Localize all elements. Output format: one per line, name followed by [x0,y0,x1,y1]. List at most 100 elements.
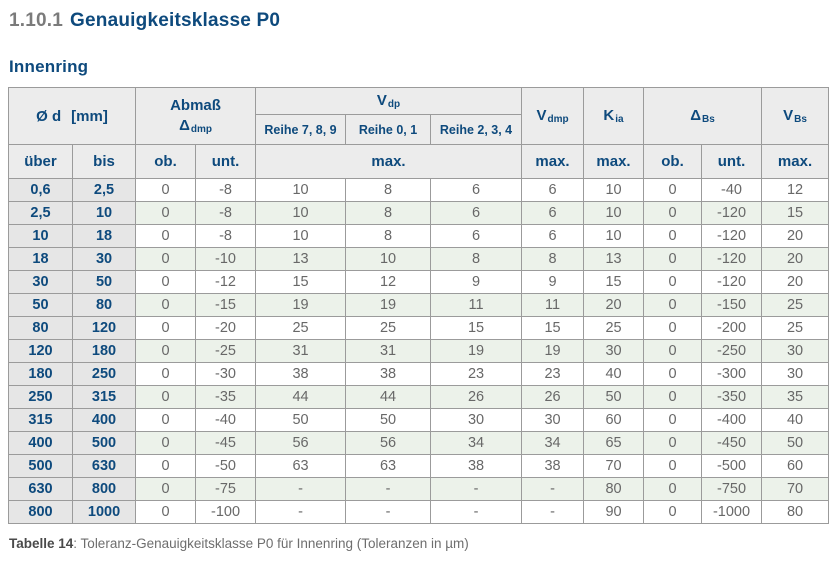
tolerance-value-cell: 10 [255,178,347,202]
tolerance-value-cell: -8 [195,224,257,248]
diameter-range-cell: 18 [8,247,73,271]
tolerance-value-cell: 20 [761,270,830,294]
tolerance-value-cell: 30 [430,408,523,432]
section-number: 1.10.1 [9,10,64,31]
table-caption: Tabelle 14: Toleranz-Genauigkeitsklasse … [9,536,828,551]
caption-text: : Toleranz-Genauigkeitsklasse P0 für Inn… [73,536,469,551]
tolerance-value-cell: 30 [583,339,645,363]
tolerance-value-cell: 30 [761,362,830,386]
tolerance-value-cell: 0 [643,385,703,409]
tolerance-value-cell: 60 [583,408,645,432]
abmass-symbol: Δdmp [179,116,212,135]
tolerance-value-cell: 23 [430,362,523,386]
diameter-range-cell: 30 [71,247,137,271]
tolerance-value-cell: 0 [135,178,197,202]
table-row: 180 250 0 -30 38 38 23 23 40 0 -300 30 [8,362,830,386]
tolerance-value-cell: 38 [430,454,523,478]
tolerance-value-cell: 0 [643,362,703,386]
col-header-reihe-234: Reihe 2, 3, 4 [430,114,523,145]
tolerance-value-cell: - [430,500,523,524]
tolerance-value-cell: 56 [255,431,347,455]
tolerance-value-cell: 0 [135,339,197,363]
diameter-range-cell: 30 [8,270,73,294]
subheader-max-vbs: max. [761,144,830,179]
tolerance-value-cell: 11 [430,293,523,317]
caption-label: Tabelle 14 [9,536,74,551]
diameter-range-cell: 80 [8,316,73,340]
tolerance-value-cell: -40 [195,408,257,432]
tolerance-value-cell: -100 [195,500,257,524]
tolerance-value-cell: 0 [135,247,197,271]
tolerance-value-cell: 13 [255,247,347,271]
tolerance-value-cell: -150 [701,293,763,317]
diameter-symbol: Ø d [36,107,62,125]
diameter-range-cell: 1000 [71,500,137,524]
diameter-range-cell: 400 [8,431,73,455]
tolerance-value-cell: - [255,477,347,501]
tolerance-value-cell: - [430,477,523,501]
tolerance-value-cell: 0 [643,316,703,340]
tolerance-value-cell: 90 [583,500,645,524]
diameter-range-cell: 120 [8,339,73,363]
tolerance-value-cell: 9 [430,270,523,294]
table-row: 18 30 0 -10 13 10 8 8 13 0 -120 20 [8,247,830,271]
diameter-range-cell: 10 [8,224,73,248]
tolerance-table: Ø d [mm] Abmaß Δdmp Vdp Vdmp Kia ΔBs [7,87,830,524]
diameter-range-cell: 315 [8,408,73,432]
tolerance-value-cell: 0 [643,224,703,248]
tolerance-value-cell: -1000 [701,500,763,524]
diameter-range-cell: 630 [8,477,73,501]
tolerance-value-cell: 0 [135,431,197,455]
tolerance-value-cell: 15 [583,270,645,294]
tolerance-value-cell: 8 [345,224,432,248]
col-header-dbs: ΔBs [643,87,763,145]
tolerance-value-cell: 34 [521,431,585,455]
tolerance-value-cell: 0 [135,454,197,478]
tolerance-value-cell: 44 [255,385,347,409]
tolerance-value-cell: -35 [195,385,257,409]
table-row: 400 500 0 -45 56 56 34 34 65 0 -450 50 [8,431,830,455]
tolerance-value-cell: 10 [583,224,645,248]
tolerance-value-cell: 0 [135,201,197,225]
diameter-range-cell: 400 [71,408,137,432]
tolerance-value-cell: -15 [195,293,257,317]
tolerance-value-cell: 6 [521,178,585,202]
tolerance-value-cell: 0 [643,500,703,524]
diameter-range-cell: 18 [71,224,137,248]
tolerance-value-cell: -200 [701,316,763,340]
tolerance-value-cell: 40 [583,362,645,386]
tolerance-value-cell: 0 [135,408,197,432]
tolerance-value-cell: 50 [583,385,645,409]
tolerance-value-cell: 0 [643,431,703,455]
tolerance-value-cell: -30 [195,362,257,386]
tolerance-value-cell: 15 [521,316,585,340]
col-header-reihe-789: Reihe 7, 8, 9 [255,114,347,145]
tolerance-value-cell: 0 [135,362,197,386]
tolerance-value-cell: 35 [761,385,830,409]
tolerance-value-cell: 8 [521,247,585,271]
tolerance-value-cell: -750 [701,477,763,501]
tolerance-value-cell: 0 [643,339,703,363]
col-header-diameter: Ø d [mm] [7,87,137,145]
tolerance-value-cell: -120 [701,201,763,225]
diameter-range-cell: 50 [8,293,73,317]
tolerance-value-cell: 63 [345,454,432,478]
tolerance-value-cell: 20 [761,247,830,271]
table-row: 630 800 0 -75- - - -80 0 -750 70 [8,477,830,501]
table-row: 50 80 0 -15 19 19 11 11 20 0 -150 25 [8,293,830,317]
tolerance-value-cell: -45 [195,431,257,455]
tolerance-value-cell: 25 [761,316,830,340]
tolerance-value-cell: 25 [761,293,830,317]
tolerance-value-cell: 13 [583,247,645,271]
tolerance-value-cell: -12 [195,270,257,294]
tolerance-value-cell: -8 [195,178,257,202]
tolerance-value-cell: 0 [643,247,703,271]
diameter-range-cell: 180 [8,362,73,386]
tolerance-value-cell: -250 [701,339,763,363]
diameter-range-cell: 50 [71,270,137,294]
tolerance-value-cell: 19 [430,339,523,363]
table-row: 120 180 0 -25 31 31 19 19 30 0 -250 30 [8,339,830,363]
tolerance-value-cell: 56 [345,431,432,455]
tolerance-value-cell: 44 [345,385,432,409]
tolerance-value-cell: - [521,500,585,524]
